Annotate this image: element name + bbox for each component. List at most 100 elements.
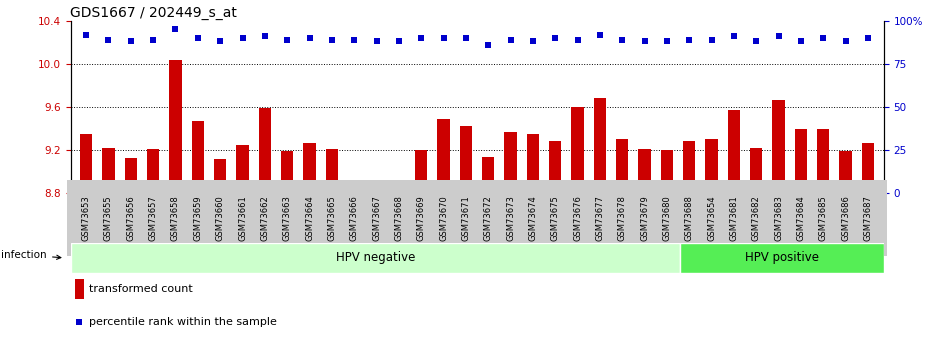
Bar <box>661 150 673 193</box>
Bar <box>862 142 874 193</box>
Bar <box>214 159 227 193</box>
Text: GSM73678: GSM73678 <box>618 195 627 241</box>
Point <box>436 35 451 41</box>
Bar <box>326 149 338 193</box>
Text: HPV negative: HPV negative <box>336 252 415 264</box>
Bar <box>281 151 293 193</box>
Text: GSM73677: GSM73677 <box>595 195 604 241</box>
Text: percentile rank within the sample: percentile rank within the sample <box>89 317 277 327</box>
Point <box>727 33 742 39</box>
Text: GSM73684: GSM73684 <box>796 195 806 241</box>
Bar <box>526 134 539 193</box>
Point <box>391 39 406 44</box>
Bar <box>125 158 137 193</box>
Bar <box>572 107 584 193</box>
Point <box>72 319 87 325</box>
Text: GSM73658: GSM73658 <box>171 195 180 241</box>
Point <box>168 27 183 32</box>
Bar <box>681 243 884 273</box>
Text: GSM73660: GSM73660 <box>215 195 225 241</box>
Text: GSM73662: GSM73662 <box>260 195 270 241</box>
Text: GSM73675: GSM73675 <box>551 195 559 241</box>
Text: GSM73668: GSM73668 <box>395 195 403 241</box>
Point <box>860 35 875 41</box>
Bar <box>147 149 159 193</box>
Bar <box>638 149 650 193</box>
Point <box>838 39 854 44</box>
Text: GSM73664: GSM73664 <box>305 195 314 241</box>
Text: GSM73673: GSM73673 <box>506 195 515 241</box>
Text: GSM73654: GSM73654 <box>707 195 716 241</box>
Text: GSM73679: GSM73679 <box>640 195 650 241</box>
Text: GSM73687: GSM73687 <box>864 195 872 241</box>
Point <box>548 35 563 41</box>
Bar <box>728 110 740 193</box>
Point <box>190 35 205 41</box>
Bar <box>750 148 762 193</box>
Point <box>771 33 786 39</box>
Point <box>637 39 652 44</box>
Text: GSM73681: GSM73681 <box>729 195 739 241</box>
Point <box>123 39 138 44</box>
Text: GSM73680: GSM73680 <box>663 195 671 241</box>
Bar <box>817 129 829 193</box>
Bar <box>192 121 204 193</box>
Point <box>592 32 607 37</box>
Bar <box>437 119 449 193</box>
Bar <box>102 148 115 193</box>
Point <box>749 39 764 44</box>
Bar <box>304 142 316 193</box>
Point <box>369 39 384 44</box>
Text: GSM73663: GSM73663 <box>283 195 291 241</box>
Bar <box>683 141 696 193</box>
Point <box>480 42 495 48</box>
Point <box>146 37 161 42</box>
Point <box>347 37 362 42</box>
Text: GSM73683: GSM73683 <box>775 195 783 241</box>
Bar <box>393 186 405 193</box>
Text: infection: infection <box>2 250 61 260</box>
Text: GSM73656: GSM73656 <box>126 195 135 241</box>
Point <box>101 37 116 42</box>
Text: GSM73657: GSM73657 <box>149 195 158 241</box>
Text: GSM73688: GSM73688 <box>684 195 694 241</box>
Bar <box>80 134 92 193</box>
Bar <box>616 139 628 193</box>
Point <box>459 35 474 41</box>
Bar <box>773 100 785 193</box>
Bar <box>169 60 181 193</box>
Bar <box>795 129 807 193</box>
Text: GSM73685: GSM73685 <box>819 195 828 241</box>
Point <box>682 37 697 42</box>
Text: GSM73665: GSM73665 <box>327 195 337 241</box>
Text: GSM73676: GSM73676 <box>573 195 582 241</box>
Point <box>525 39 540 44</box>
Point <box>570 37 585 42</box>
Text: transformed count: transformed count <box>89 284 193 294</box>
Point <box>414 35 429 41</box>
Bar <box>705 139 718 193</box>
Point <box>615 37 630 42</box>
Bar <box>549 141 561 193</box>
Bar <box>415 150 428 193</box>
Point <box>258 33 273 39</box>
Text: GSM73670: GSM73670 <box>439 195 448 241</box>
Text: GSM73667: GSM73667 <box>372 195 381 241</box>
Bar <box>505 132 517 193</box>
Bar <box>370 183 383 193</box>
Text: GSM73682: GSM73682 <box>752 195 760 241</box>
Point <box>816 35 831 41</box>
Bar <box>460 126 472 193</box>
Point <box>503 37 518 42</box>
Point <box>212 39 227 44</box>
Bar <box>70 243 681 273</box>
Text: GDS1667 / 202449_s_at: GDS1667 / 202449_s_at <box>70 6 238 20</box>
Point <box>79 32 94 37</box>
Text: GSM73655: GSM73655 <box>104 195 113 241</box>
Bar <box>839 151 852 193</box>
Point <box>324 37 339 42</box>
Text: HPV positive: HPV positive <box>745 252 819 264</box>
Point <box>235 35 250 41</box>
Text: GSM73659: GSM73659 <box>194 195 202 241</box>
Bar <box>236 145 249 193</box>
